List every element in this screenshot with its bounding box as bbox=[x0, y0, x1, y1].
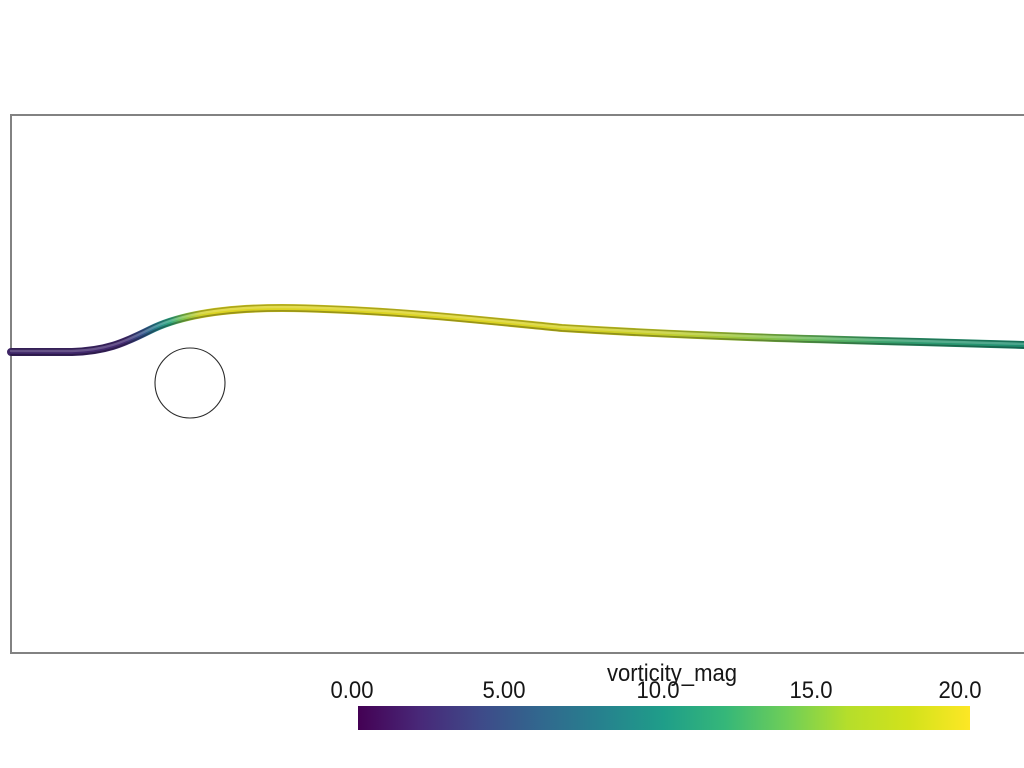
streamline-tube bbox=[7, 303, 1024, 356]
streamline-bottom-edge bbox=[10, 309, 1024, 356]
viewport-border bbox=[10, 114, 1024, 654]
streamline-highlight bbox=[9, 305, 1024, 353]
streamline-top-edge bbox=[10, 304, 1024, 350]
cylinder-outline bbox=[154, 347, 226, 419]
